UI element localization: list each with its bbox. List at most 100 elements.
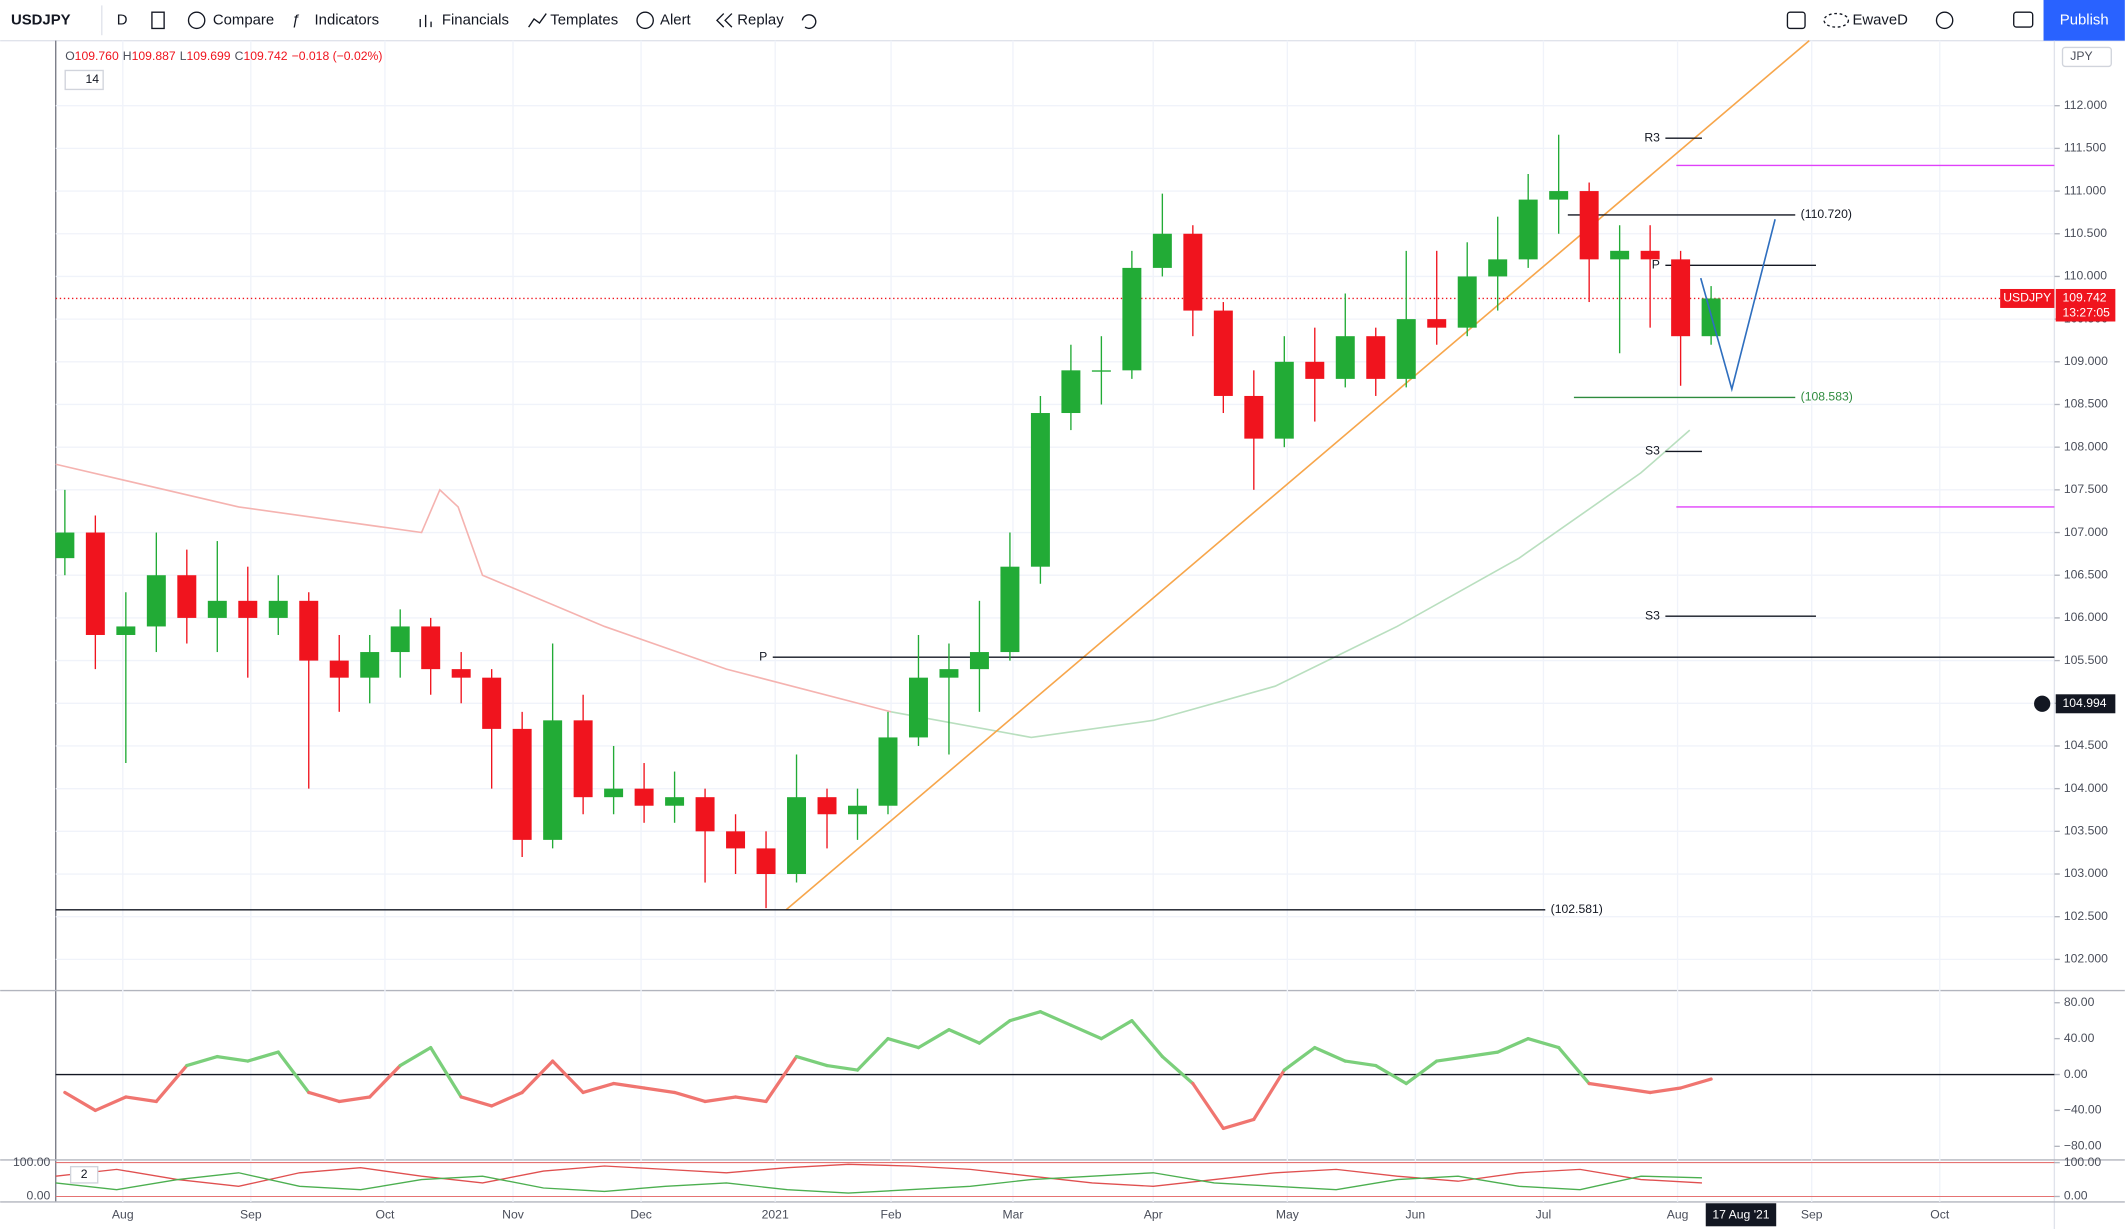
ohlc-value: 109.742 [243,49,287,63]
compare-button[interactable]: Compare [213,12,274,28]
level-label: S3 [1645,444,1660,458]
candle-body [969,652,989,670]
left-tick-label: 100.00 [13,1155,50,1169]
stochastic-line [55,1172,1702,1194]
candle-body [207,600,227,618]
candle-body [177,575,197,618]
oscillator-segment [916,1028,951,1050]
y-tick-label: −80.00 [2064,1139,2102,1153]
level-label: R3 [1644,130,1660,144]
undo-icon[interactable] [801,14,817,30]
compare-icon[interactable] [187,11,206,30]
y-tick-label: 105.500 [2064,653,2108,667]
oscillator-segment [520,1059,555,1095]
oscillator-segment [1557,1045,1591,1086]
y-tick-label: 110.000 [2064,269,2107,283]
settings-icon[interactable] [1935,11,1954,30]
y-tick-label: 104.500 [2064,738,2108,752]
oscillator-segment [977,1019,1012,1045]
symbol-tag [2000,288,2055,308]
y-tick-label: 40.00 [2064,1031,2095,1045]
candle-body [1366,336,1386,379]
candle-body [787,797,807,875]
currency-button [2061,46,2112,68]
y-tick-label: 0.00 [2064,1189,2088,1203]
fullscreen-icon[interactable] [1786,11,1806,30]
candle-body [55,532,75,559]
ohlc-value: 109.887 [132,49,176,63]
candle-body [1183,233,1203,311]
y-tick-label: 106.000 [2064,610,2108,624]
cursor-date-tag [1705,1203,1777,1227]
candle-body [360,652,380,678]
crosshair-tag [2055,694,2116,714]
publish-button[interactable] [2043,0,2125,41]
alert-button[interactable]: Alert [660,12,691,28]
candle-body [543,720,563,840]
oscillator-segment [611,1081,646,1090]
x-tick-label: Feb [881,1208,902,1222]
financials-button[interactable]: Financials [442,12,509,28]
x-tick-label: May [1276,1208,1300,1222]
financials-icon [419,14,432,28]
y-tick-label: −40.00 [2064,1103,2102,1117]
oscillator-segment [825,1063,860,1072]
candle-body [146,575,166,627]
symbol[interactable]: USDJPY [11,12,71,28]
oscillator-segment [1678,1077,1713,1090]
templates-button[interactable]: Templates [550,12,618,28]
price-tag-value: 109.742 [2063,291,2107,305]
oscillator-segment [154,1063,189,1104]
oscillator-segment [1221,1117,1256,1131]
oscillator-segment [398,1045,433,1068]
oscillator-segment [551,1059,585,1095]
alert-icon [636,11,654,30]
oscillator-segment [1252,1068,1286,1122]
candle-body [1427,319,1447,328]
y-tick-label: 110.500 [2064,226,2107,240]
oscillator-segment [1435,1054,1469,1063]
replay-button[interactable]: Replay [737,12,784,28]
left-tick-label: 0.00 [27,1189,51,1203]
x-tick-label: Dec [630,1208,652,1222]
price-tag [2055,288,2116,322]
chart-style-icon[interactable] [151,11,165,30]
candle-body [421,626,441,670]
indicators-icon: ƒ [291,12,299,28]
indicator-legend-box [69,1165,99,1184]
candle-body [1152,233,1172,268]
oscillator-segment [429,1045,463,1099]
oscillator-segment [1130,1019,1164,1059]
templates-icon [528,13,547,28]
y-tick-label: 103.000 [2064,866,2108,880]
oscillator-segment [794,1054,829,1068]
indicator-legend: 2 [81,1167,88,1181]
candle-body [1122,267,1142,371]
moving-average [890,429,1691,739]
level-label: P [1652,258,1660,272]
candle-body [573,720,593,798]
candle-body [665,797,685,806]
moving-average [55,463,892,713]
snapshot-icon[interactable] [2013,11,2034,28]
chart-area: Aug Sep Oct Nov Dec 2021 Feb Mar Apr May Jun Jul Aug… [0,40,2125,1229]
oscillator-segment [276,1050,311,1095]
candle-body [1030,413,1050,567]
oscillator-segment [490,1090,524,1108]
oscillator-segment [1526,1037,1561,1050]
x-tick-label: Aug [1667,1208,1689,1222]
oscillator-segment [368,1063,402,1099]
oscillator-segment [1282,1045,1317,1072]
ohlc-label: H [123,49,132,63]
candle-body [1610,250,1630,260]
layout-name[interactable]: EwaveD [1852,12,1908,28]
candle-body [1518,199,1538,260]
oscillator-segment [703,1095,738,1104]
y-tick-label: 80.00 [2064,995,2095,1009]
oscillator-segment [886,1037,921,1050]
level-label: S3 [1645,608,1660,622]
y-tick-label: 103.500 [2064,824,2108,838]
indicators-button[interactable]: Indicators [315,12,380,28]
interval[interactable]: D [117,12,128,28]
